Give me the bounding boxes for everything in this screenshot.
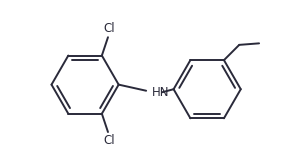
Text: Cl: Cl <box>104 22 115 35</box>
Text: HN: HN <box>152 86 170 99</box>
Text: Cl: Cl <box>104 134 115 147</box>
